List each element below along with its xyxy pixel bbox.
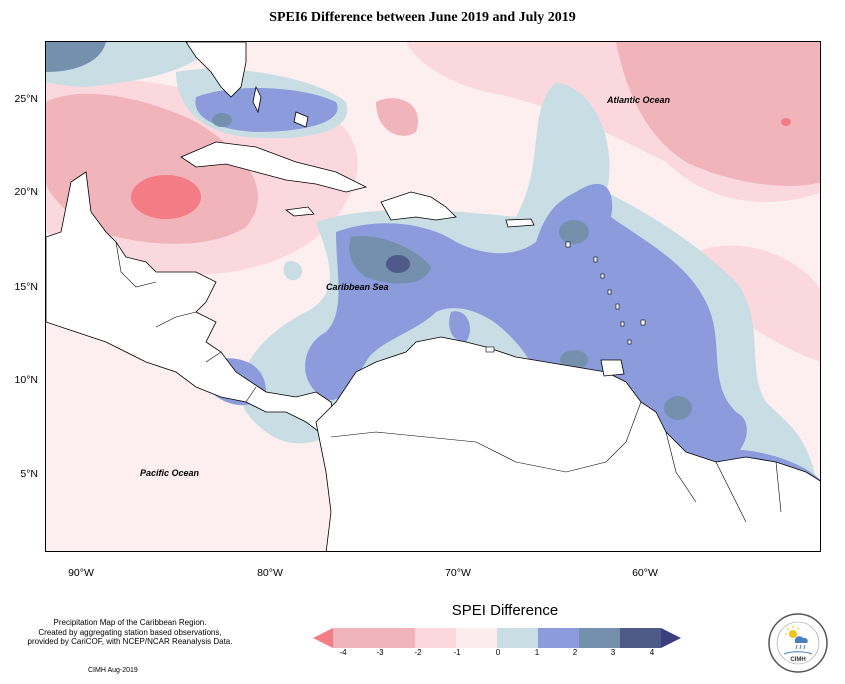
legend-tick: 1	[534, 648, 540, 657]
legend-tick: -2	[414, 648, 422, 657]
legend-tick: 0	[495, 648, 501, 657]
credits-line: Precipitation Map of the Caribbean Regio…	[53, 618, 207, 627]
ocean-label-pacific: Pacific Ocean	[140, 468, 200, 478]
legend-colorbar	[313, 628, 681, 648]
lat-label-20n: 20°N	[14, 186, 38, 198]
legend-tick: 2	[572, 648, 578, 657]
legend-swatch-neg3	[333, 628, 374, 648]
legend-swatch-neg1	[415, 628, 456, 648]
credits-line: provided by CariCOF, with NCEP/NCAR Rean…	[27, 637, 233, 646]
legend-tick: 3	[610, 648, 616, 657]
lat-label-25n: 25°N	[14, 93, 38, 105]
credits: Precipitation Map of the Caribbean Regio…	[5, 618, 255, 647]
legend-tick: -4	[339, 648, 347, 657]
map-panel	[45, 41, 821, 552]
ocean-label-atlantic: Atlantic Ocean	[607, 95, 671, 105]
legend-swatch-neg4	[313, 628, 333, 648]
legend-tick: 4	[649, 648, 655, 657]
legend-swatch-0	[456, 628, 497, 648]
lon-label-90w: 90°W	[68, 567, 94, 579]
lon-label-80w: 80°W	[257, 567, 283, 579]
legend-swatch-3	[579, 628, 620, 648]
legend-swatch-4	[620, 628, 661, 648]
legend-title: SPEI Difference	[451, 602, 559, 619]
ocean-label-caribbean: Caribbean Sea	[326, 282, 389, 292]
lat-label-10n: 10°N	[14, 374, 38, 386]
credits-line: Created by aggregating station based obs…	[38, 627, 222, 637]
map-title: SPEI6 Difference between June 2019 and J…	[269, 10, 576, 25]
legend-tick: -3	[376, 648, 384, 657]
logo-text: CIMH	[790, 657, 805, 663]
legend-tick: -1	[453, 648, 461, 657]
lon-label-60w: 60°W	[632, 567, 658, 579]
lon-label-70w: 70°W	[445, 567, 471, 579]
lat-label-5n: 5°N	[20, 468, 38, 480]
cimh-logo-icon: CIMH	[768, 613, 828, 673]
legend-swatch-1	[497, 628, 538, 648]
legend-swatch-2	[538, 628, 579, 648]
legend-swatch-neg2	[374, 628, 415, 648]
legend-swatch-max	[661, 628, 681, 648]
lat-label-15n: 15°N	[14, 281, 38, 293]
credits-date: CIMH Aug-2019	[88, 667, 138, 674]
spei-map	[46, 42, 820, 551]
